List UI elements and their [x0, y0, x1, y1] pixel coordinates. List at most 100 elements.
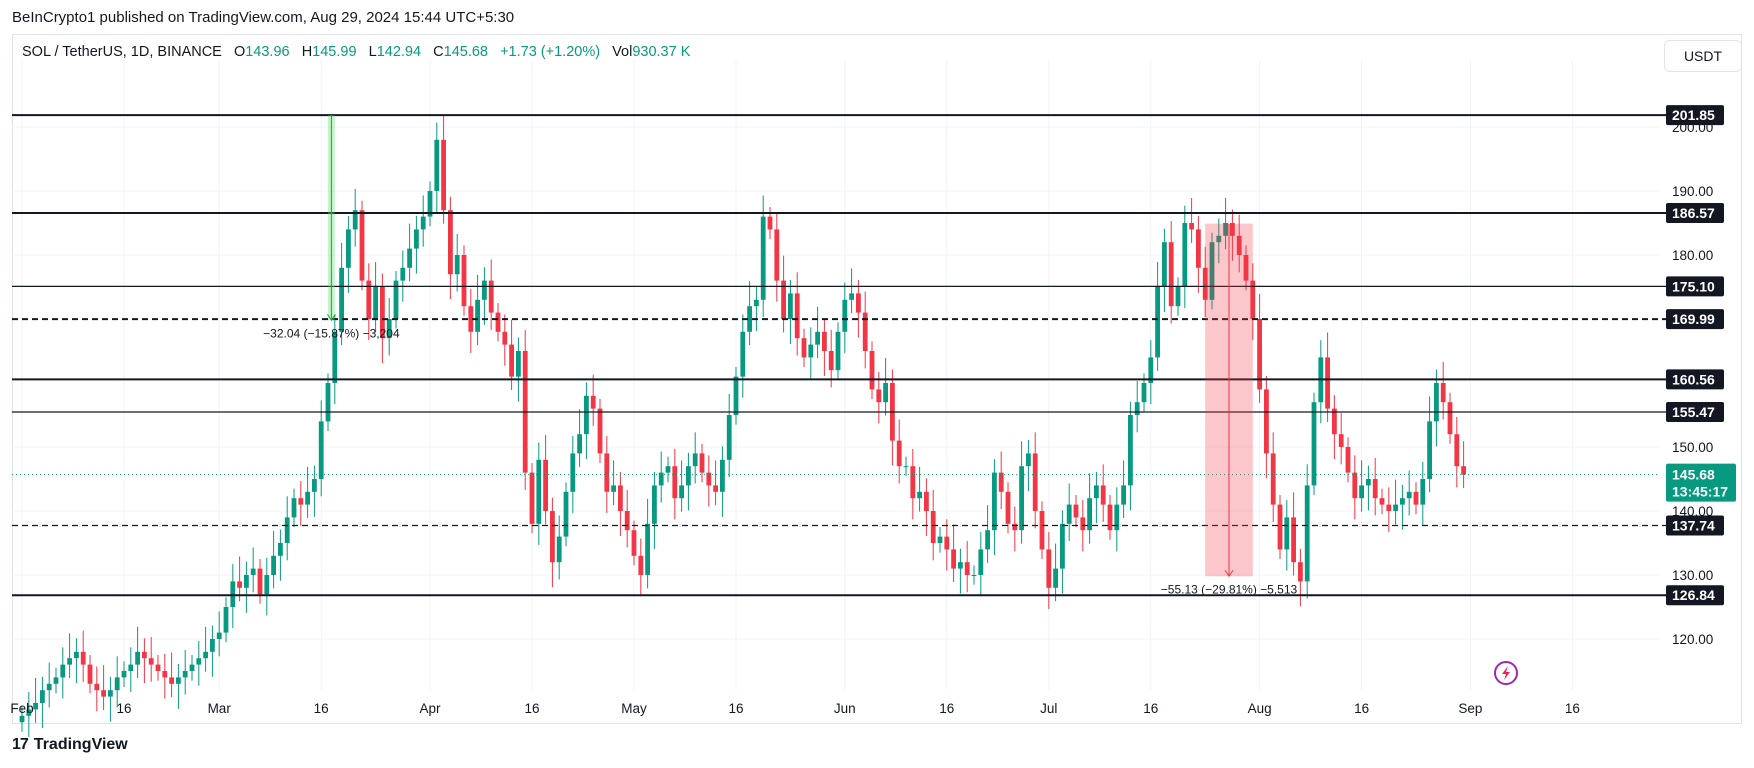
candle [1094, 471, 1099, 524]
candle [985, 505, 990, 563]
candle-body [60, 664, 66, 678]
candle [849, 268, 854, 314]
candle [808, 327, 814, 379]
candle-body [1277, 504, 1283, 550]
candle-body [1230, 223, 1235, 236]
candle-body [631, 530, 637, 556]
currency-button[interactable]: USDT [1664, 40, 1742, 72]
candle [1114, 487, 1120, 552]
candle [26, 692, 32, 737]
candle-body [958, 562, 963, 569]
candle [876, 372, 882, 424]
candle-body [1032, 453, 1038, 511]
candle [774, 212, 780, 302]
candle-body [964, 562, 970, 575]
candle [971, 565, 977, 585]
candle-body [937, 536, 943, 543]
tradingview-footer[interactable]: 17 TradingView [12, 736, 128, 754]
time-tick-label: May [621, 701, 647, 716]
candle [1026, 439, 1031, 492]
candle-body [80, 651, 86, 665]
candle [454, 233, 460, 292]
candle-body [1359, 485, 1364, 499]
candle-body [1094, 485, 1099, 499]
candle-body [298, 498, 304, 505]
candle [1359, 460, 1364, 512]
candle [1236, 214, 1242, 273]
level-tag-label: 175.10 [1672, 278, 1715, 294]
candle [1107, 495, 1113, 540]
candle-body [26, 709, 32, 716]
candle [597, 399, 603, 463]
candle [128, 647, 134, 693]
candle-body [380, 287, 385, 339]
candle [461, 245, 467, 316]
candle [1311, 392, 1317, 495]
candle [604, 436, 610, 513]
horizontal-levels [12, 114, 1666, 597]
candle-body [1100, 485, 1106, 505]
candle-body [767, 216, 773, 230]
measure-label: −32.04 (−15.87%) −3,204 [263, 326, 400, 340]
candle [74, 638, 79, 684]
candle [726, 393, 732, 478]
candle [679, 460, 684, 512]
candle-body [332, 331, 338, 383]
candle-body [1461, 466, 1466, 475]
candle [1250, 263, 1256, 341]
level-tag-label: 186.57 [1672, 205, 1715, 221]
candle-body [788, 293, 793, 319]
candle [924, 478, 929, 536]
candle [801, 328, 807, 367]
candle [223, 597, 229, 643]
candle-body [951, 549, 956, 569]
candle [563, 482, 569, 547]
candle-body [665, 466, 671, 473]
high-label: H [301, 44, 313, 60]
candle-body [346, 229, 351, 268]
level-tag: 137.74 [1666, 515, 1724, 536]
candle-body [339, 267, 344, 332]
candle-body [1141, 383, 1147, 403]
candle-body [87, 664, 93, 684]
candle [1060, 510, 1065, 594]
candle-body [529, 472, 535, 524]
candle [1413, 482, 1419, 515]
candle-body [454, 255, 460, 275]
candle [298, 480, 304, 526]
candle-body [407, 248, 412, 268]
candle [196, 640, 202, 686]
candle [781, 255, 786, 333]
candle-body [1413, 491, 1419, 505]
candle [502, 314, 508, 366]
candle [1325, 332, 1330, 423]
candle-body [1440, 383, 1446, 403]
candle-body [502, 331, 508, 345]
candle [121, 661, 127, 687]
current-price-label: 145.68 [1672, 467, 1715, 483]
candle-body [1372, 479, 1378, 499]
candle-body [1046, 549, 1052, 588]
candle-body [706, 472, 712, 486]
candle [788, 279, 793, 344]
candle [414, 215, 419, 274]
current-price-bg [1666, 463, 1736, 502]
candle-body [1291, 517, 1296, 563]
candle-body [658, 472, 664, 486]
candle [1447, 392, 1453, 444]
time-tick-label: 16 [728, 701, 743, 716]
level-tag: 160.56 [1666, 369, 1724, 390]
price-tick-label: 120.00 [1672, 632, 1713, 647]
candle-body [291, 498, 297, 518]
candle [1196, 215, 1201, 293]
candle-body [733, 376, 739, 415]
candle [577, 409, 582, 467]
candle [40, 676, 45, 728]
candle-body [271, 555, 276, 575]
candle [264, 557, 270, 616]
candle [1386, 487, 1392, 533]
candlestick-series [12, 114, 1660, 737]
candle-body [930, 511, 936, 543]
candle-body [46, 683, 52, 691]
